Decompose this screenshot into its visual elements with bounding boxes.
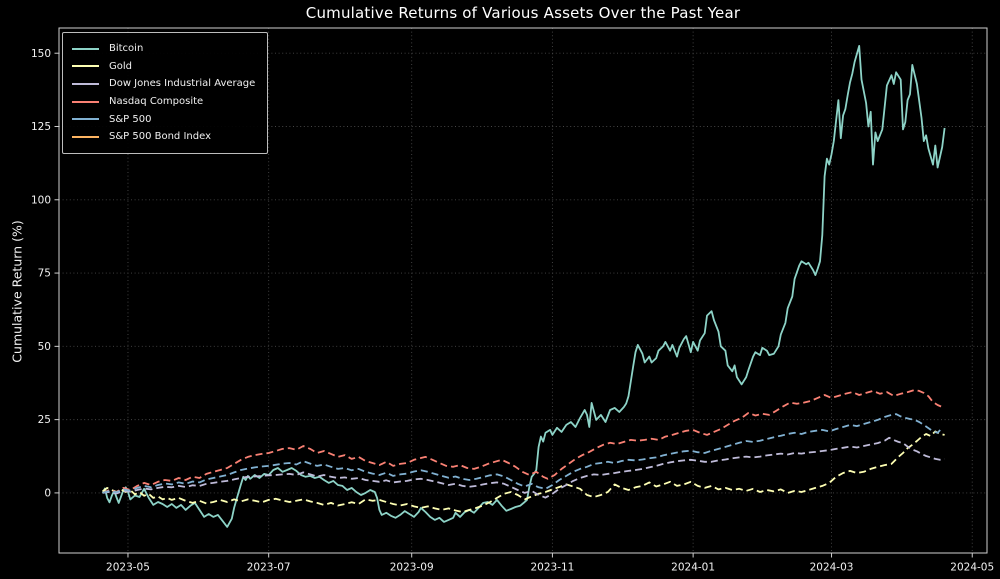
legend-swatch-bitcoin xyxy=(72,47,99,50)
legend-label: S&P 500 xyxy=(109,113,152,125)
x-tick-label: 2023-07 xyxy=(247,562,291,574)
x-tick-label: 2023-11 xyxy=(530,562,574,574)
legend-item-nasdaq-composite: Nasdaq Composite xyxy=(72,93,255,111)
y-tick-label: 25 xyxy=(38,414,51,426)
x-tick-label: 2024-05 xyxy=(950,562,994,574)
legend-item-bitcoin: Bitcoin xyxy=(72,40,255,58)
y-tick-label: 0 xyxy=(44,488,51,500)
legend-swatch-nasdaq-composite xyxy=(72,100,99,103)
y-tick-label: 125 xyxy=(31,121,51,133)
legend-swatch-gold xyxy=(72,65,99,68)
legend-label: Nasdaq Composite xyxy=(109,96,204,108)
x-tick-label: 2023-05 xyxy=(106,562,150,574)
y-tick-label: 75 xyxy=(38,268,51,280)
axes-spines xyxy=(58,27,988,554)
series-line-bitcoin xyxy=(101,45,946,528)
legend-label: Bitcoin xyxy=(109,43,144,55)
y-tick-label: 50 xyxy=(38,341,51,353)
series-line-s-p-500 xyxy=(102,413,943,494)
x-tick-label: 2023-09 xyxy=(390,562,434,574)
legend-item-s-p-500: S&P 500 xyxy=(72,110,255,128)
legend: Bitcoin Gold Dow Jones Industrial Average N… xyxy=(62,32,269,154)
series-line-gold xyxy=(102,430,945,513)
legend-swatch-s-p-500-bond-index xyxy=(72,135,99,138)
y-tick-label: 100 xyxy=(31,194,51,206)
x-tick-label: 2024-03 xyxy=(810,562,854,574)
legend-label: Gold xyxy=(109,60,132,72)
legend-item-gold: Gold xyxy=(72,58,255,76)
series-line-dow-jones-industrial-average xyxy=(102,436,945,499)
legend-item-s-p-500-bond-index: S&P 500 Bond Index xyxy=(72,128,255,146)
legend-swatch-s-p-500 xyxy=(72,118,99,121)
legend-label: Dow Jones Industrial Average xyxy=(109,78,256,90)
y-tick-label: 150 xyxy=(31,48,51,60)
legend-swatch-dow-jones-industrial-average xyxy=(72,82,99,85)
legend-label: S&P 500 Bond Index xyxy=(109,131,211,143)
chart-title: Cumulative Returns of Various Assets Ove… xyxy=(305,4,741,22)
y-axis-label: Cumulative Return (%) xyxy=(9,220,25,363)
series-line-nasdaq-composite xyxy=(102,389,943,494)
legend-item-dow-jones-industrial-average: Dow Jones Industrial Average xyxy=(72,75,255,93)
x-tick-label: 2024-01 xyxy=(671,562,715,574)
